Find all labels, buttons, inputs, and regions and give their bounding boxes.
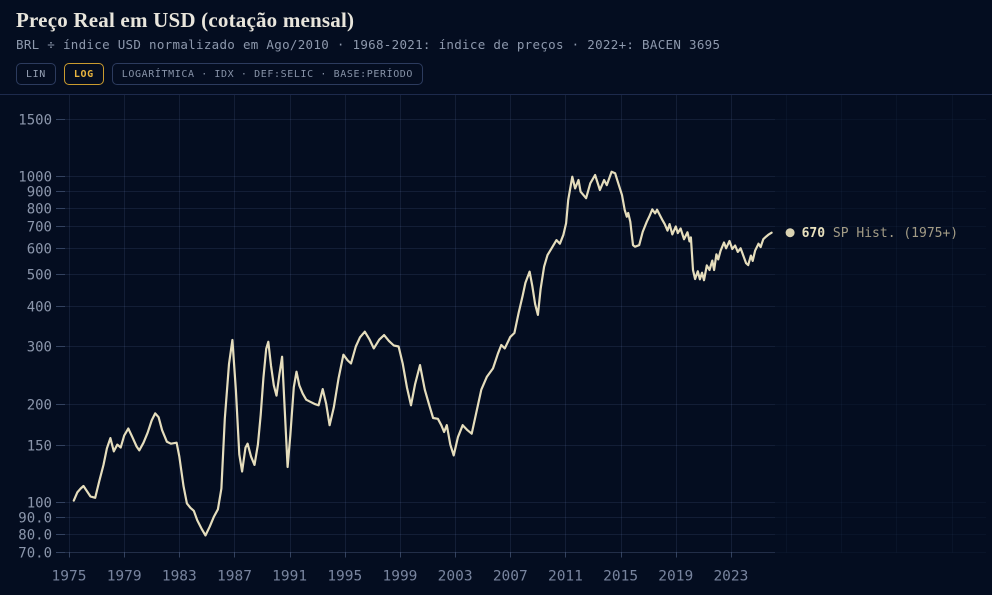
legend-series-name: SP Hist. (1975+) <box>825 226 958 241</box>
chart-settings-chip[interactable]: LOGARÍTMICA · IDX · DEF:SELIC · BASE:PER… <box>111 63 424 85</box>
x-tick-label: 2015 <box>603 568 638 584</box>
y-tick-label: 1000 <box>18 170 52 186</box>
x-tick-label: 2019 <box>658 568 693 584</box>
y-tick-label: 600 <box>27 242 52 258</box>
legend-current-value: 670 <box>802 226 826 241</box>
x-tick-label: 2007 <box>493 568 528 584</box>
y-tick-label: 200 <box>27 398 52 414</box>
x-tick-label: 1975 <box>52 568 87 584</box>
header: Preço Real em USD (cotação mensal) BRL ÷… <box>16 6 720 85</box>
y-tick-label: 70.0 <box>18 546 52 562</box>
page-title: Preço Real em USD (cotação mensal) <box>16 8 355 32</box>
y-tick-label: 900 <box>27 185 52 201</box>
y-tick-label: 400 <box>27 300 52 316</box>
y-tick-label: 800 <box>27 202 52 218</box>
y-tick-label: 100 <box>27 496 52 512</box>
log-scale-button[interactable]: LOG <box>63 63 104 85</box>
x-tick-label: 1983 <box>162 568 197 584</box>
x-tick-label: 1995 <box>327 568 362 584</box>
legend-dot <box>785 228 795 238</box>
y-tick-label: 150 <box>27 439 52 455</box>
y-tick-label: 300 <box>27 340 52 356</box>
x-tick-label: 1987 <box>217 568 252 584</box>
y-tick-label: 500 <box>27 268 52 284</box>
linear-scale-button[interactable]: LIN <box>16 63 56 85</box>
x-tick-label: 1999 <box>382 568 417 584</box>
chart-subtitle: BRL ÷ índice USD normalizado em Ago/2010… <box>16 37 721 52</box>
scale-toolbar: LIN LOG LOGARÍTMICA · IDX · DEF:SELIC · … <box>16 63 720 85</box>
x-tick-label: 2023 <box>713 568 748 584</box>
y-tick-label: 700 <box>27 220 52 236</box>
price-line <box>72 170 773 537</box>
x-tick-label: 1991 <box>272 568 307 584</box>
y-tick-label: 80.0 <box>18 528 52 544</box>
x-tick-label: 2003 <box>438 568 473 584</box>
y-tick-label: 1500 <box>18 113 52 129</box>
y-tick-label: 90.0 <box>18 511 52 527</box>
series-end-label: 670 SP Hist. (1975+) <box>802 226 959 241</box>
x-tick-label: 1979 <box>107 568 142 584</box>
x-tick-label: 2011 <box>548 568 583 584</box>
